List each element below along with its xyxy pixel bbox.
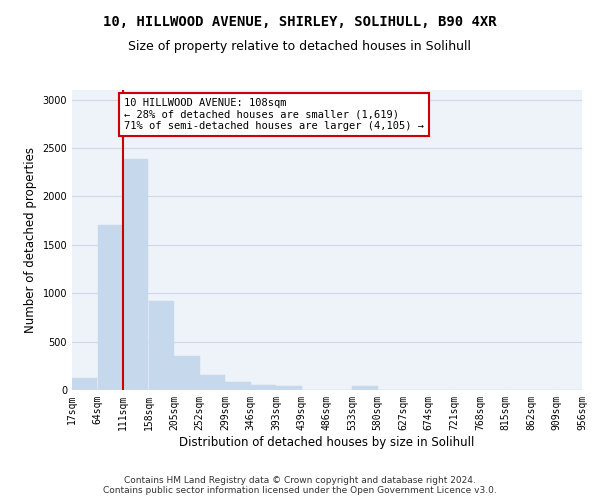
Bar — [225, 382, 251, 390]
Text: Contains HM Land Registry data © Crown copyright and database right 2024.
Contai: Contains HM Land Registry data © Crown c… — [103, 476, 497, 495]
Bar — [174, 356, 199, 390]
X-axis label: Distribution of detached houses by size in Solihull: Distribution of detached houses by size … — [179, 436, 475, 448]
Bar — [277, 386, 302, 390]
Bar — [200, 375, 225, 390]
Text: 10 HILLWOOD AVENUE: 108sqm
← 28% of detached houses are smaller (1,619)
71% of s: 10 HILLWOOD AVENUE: 108sqm ← 28% of deta… — [124, 98, 424, 131]
Bar — [98, 226, 123, 390]
Bar — [251, 384, 276, 390]
Bar — [149, 301, 174, 390]
Text: Size of property relative to detached houses in Solihull: Size of property relative to detached ho… — [128, 40, 472, 53]
Bar — [352, 386, 377, 390]
Y-axis label: Number of detached properties: Number of detached properties — [24, 147, 37, 333]
Text: 10, HILLWOOD AVENUE, SHIRLEY, SOLIHULL, B90 4XR: 10, HILLWOOD AVENUE, SHIRLEY, SOLIHULL, … — [103, 15, 497, 29]
Bar — [123, 158, 148, 390]
Bar — [72, 378, 97, 390]
